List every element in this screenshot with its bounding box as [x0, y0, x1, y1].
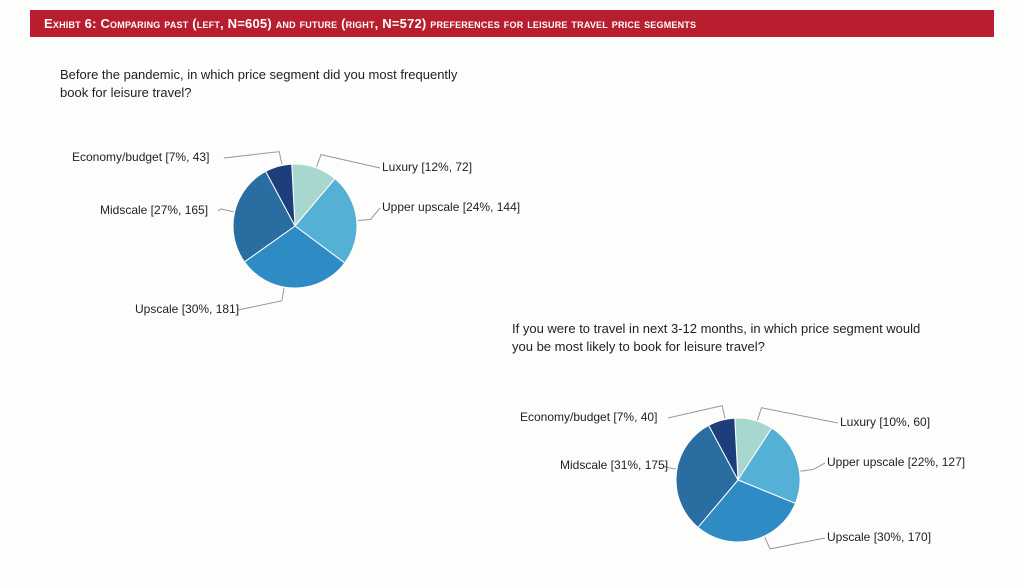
pie-left-leader-2: [238, 288, 284, 310]
pie-right-slice-0: [735, 418, 772, 480]
pie-right-label-1: Upper upscale [22%, 127]: [827, 455, 965, 469]
pie-right-label-4: Economy/budget [7%, 40]: [520, 410, 657, 424]
pie-left-slice-1: [295, 179, 357, 263]
pie-left-leader-3: [218, 209, 234, 212]
pie-left-slice-4: [266, 164, 295, 226]
pie-left-leader-1: [358, 208, 380, 221]
pie-right-leader-0: [757, 408, 838, 423]
pie-right-slice-1: [738, 428, 800, 503]
pie-left-slice-2: [244, 226, 344, 288]
exhibit-header: Exhibt 6: Comparing past (left, N=605) a…: [30, 10, 994, 37]
pie-left-leader-4: [224, 152, 282, 165]
pie-right-leader-2: [765, 537, 825, 549]
pie-right-slice-4: [709, 418, 738, 480]
pie-right-leader-1: [800, 463, 825, 471]
pie-right-label-3: Midscale [31%, 175]: [560, 458, 668, 472]
pie-left-label-1: Upper upscale [24%, 144]: [382, 200, 520, 214]
question-right: If you were to travel in next 3-12 month…: [512, 320, 932, 355]
pie-left-label-0: Luxury [12%, 72]: [382, 160, 472, 174]
pie-left-slice-3: [233, 171, 295, 262]
question-left: Before the pandemic, in which price segm…: [60, 66, 480, 101]
pie-left-label-2: Upscale [30%, 181]: [135, 302, 239, 316]
pie-right-label-2: Upscale [30%, 170]: [827, 530, 931, 544]
pie-left-slice-0: [292, 164, 335, 226]
pie-left-label-4: Economy/budget [7%, 43]: [72, 150, 209, 164]
pie-right-leader-4: [668, 406, 725, 419]
pie-right-slice-2: [698, 480, 795, 542]
pie-left-label-3: Midscale [27%, 165]: [100, 203, 208, 217]
pie-left-leader-0: [317, 155, 380, 168]
pie-right-slice-3: [676, 425, 738, 527]
pie-right-label-0: Luxury [10%, 60]: [840, 415, 930, 429]
